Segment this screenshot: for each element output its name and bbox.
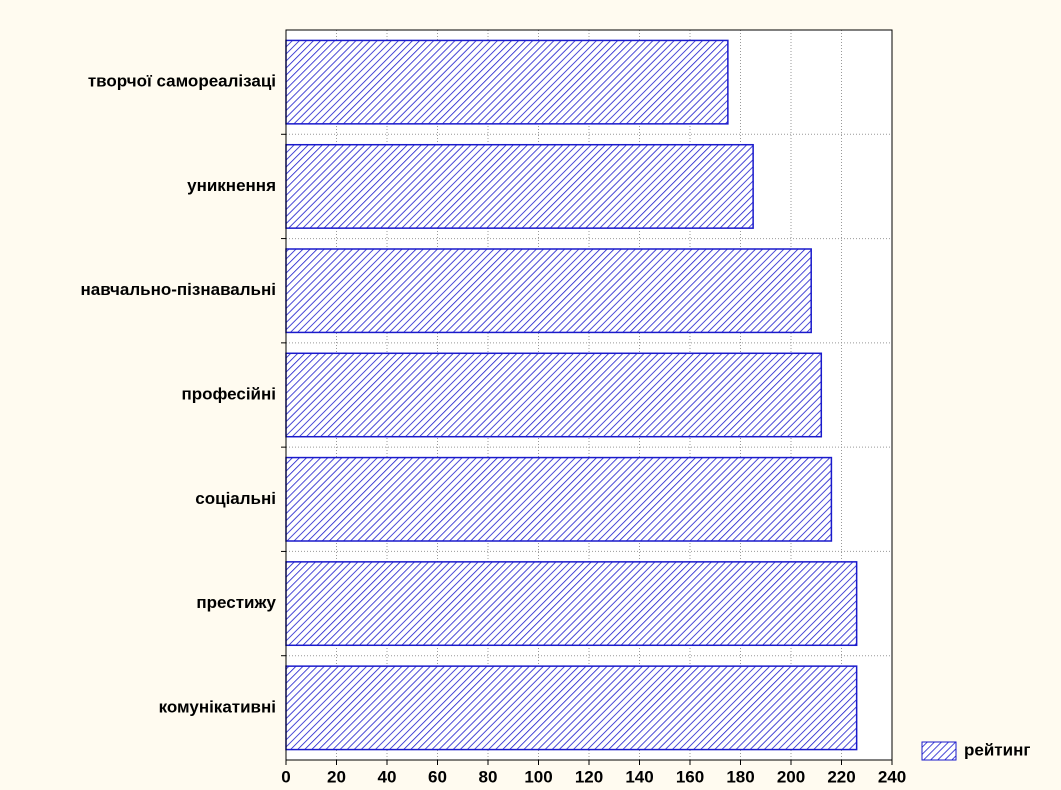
bar (285, 248, 812, 334)
x-tick-label: 140 (625, 767, 653, 786)
x-tick-label: 0 (281, 767, 290, 786)
bar (285, 561, 858, 647)
x-tick-label: 160 (676, 767, 704, 786)
legend-swatch (921, 741, 957, 761)
x-tick-label: 120 (575, 767, 603, 786)
bar (285, 665, 858, 751)
x-tick-label: 60 (428, 767, 447, 786)
x-tick-label: 20 (327, 767, 346, 786)
x-tick-label: 220 (827, 767, 855, 786)
bar (285, 456, 833, 542)
x-tick-label: 100 (524, 767, 552, 786)
y-tick-label: престижу (196, 593, 276, 612)
y-tick-label: соціальні (195, 489, 276, 508)
y-tick-label: уникнення (187, 176, 276, 195)
x-tick-label: 200 (777, 767, 805, 786)
plot-frame (285, 29, 893, 761)
x-tick-label: 40 (378, 767, 397, 786)
y-tick-label: комунікативні (159, 697, 276, 716)
legend-label: рейтинг (964, 740, 1030, 759)
x-tick-label: 240 (878, 767, 906, 786)
x-tick-label: 180 (726, 767, 754, 786)
x-tick-label: 80 (479, 767, 498, 786)
y-tick-label: професійні (181, 384, 276, 403)
y-tick-label: творчої самореалізаці (88, 72, 276, 91)
bar (285, 352, 823, 438)
y-tick-label: навчально-пізнавальні (81, 280, 277, 299)
bar (285, 39, 729, 125)
bar (285, 143, 754, 229)
